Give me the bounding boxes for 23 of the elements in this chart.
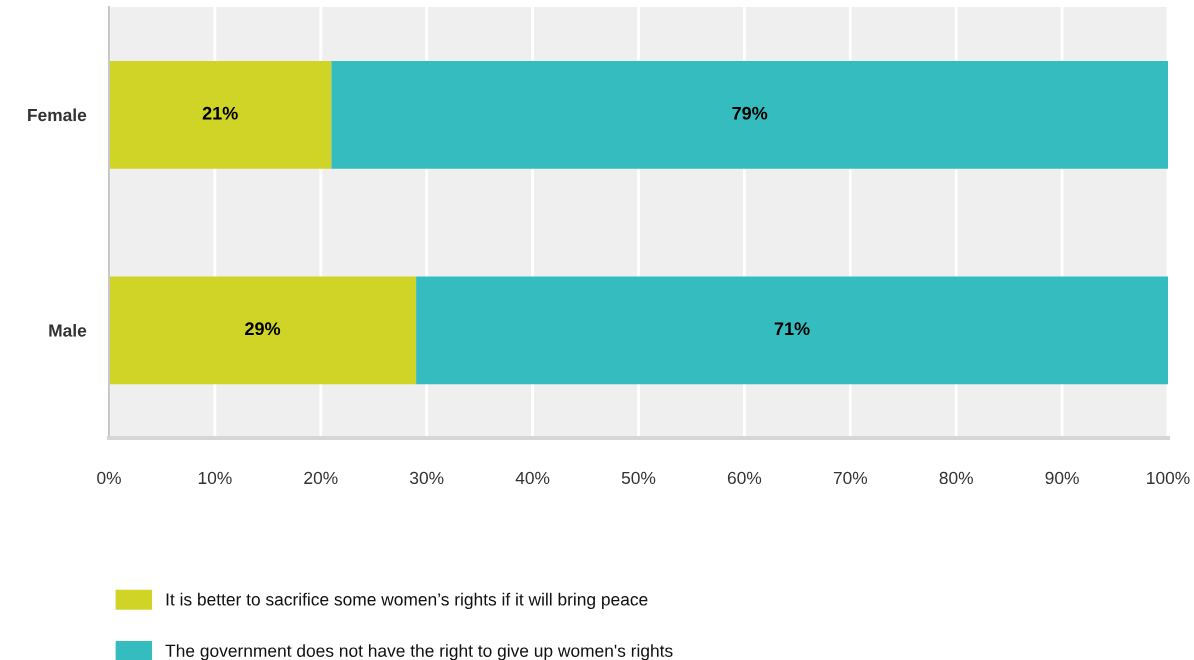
y-tick-label: Female xyxy=(28,108,87,122)
x-tick-label: 90% xyxy=(1045,471,1079,485)
x-tick-label: 20% xyxy=(304,471,338,485)
legend-label: The government does not have the right to give up women's rights xyxy=(165,644,673,660)
x-tick-label: 0% xyxy=(97,471,121,485)
x-tick-label: 100% xyxy=(1147,471,1190,485)
data-label: 29% xyxy=(245,322,281,336)
x-tick-label: 80% xyxy=(939,471,973,485)
bar xyxy=(109,60,332,169)
data-label: 71% xyxy=(774,322,810,336)
legend-label: It is better to sacrifice some women’s rights if it will bring peace xyxy=(166,592,648,610)
x-tick-label: 40% xyxy=(515,471,550,485)
bar xyxy=(416,276,1168,385)
data-label: 21% xyxy=(202,106,238,120)
x-tick-label: 10% xyxy=(198,471,232,485)
bar xyxy=(109,276,417,385)
x-tick-label: 70% xyxy=(833,471,868,485)
x-tick-label: 50% xyxy=(621,471,656,485)
data-label: 79% xyxy=(732,106,768,120)
x-tick-label: 60% xyxy=(727,471,762,485)
bar xyxy=(331,60,1168,169)
x-tick-label: 30% xyxy=(409,471,444,485)
y-tick-label: Male xyxy=(49,323,87,337)
